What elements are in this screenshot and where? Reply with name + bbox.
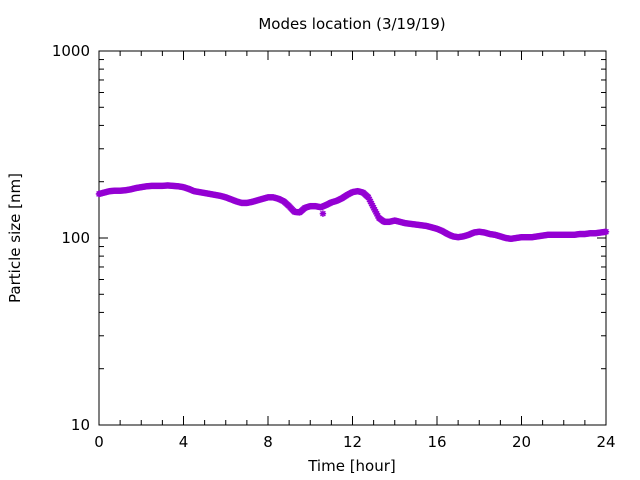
x-tick-label: 0 bbox=[94, 433, 104, 451]
x-tick-label: 16 bbox=[427, 433, 446, 451]
data-point bbox=[602, 228, 610, 235]
x-tick-label: 12 bbox=[343, 433, 362, 451]
x-axis-label: Time [hour] bbox=[307, 457, 396, 475]
y-tick-label: 1000 bbox=[52, 42, 90, 60]
x-tick-label: 8 bbox=[263, 433, 273, 451]
data-points bbox=[95, 182, 610, 243]
data-point bbox=[319, 210, 327, 217]
tick-labels: 0 4 8 12 16 20 24 10 100 1000 bbox=[52, 42, 616, 451]
x-tick-label: 24 bbox=[596, 433, 615, 451]
x-tick-label: 20 bbox=[512, 433, 531, 451]
chart-title: Modes location (3/19/19) bbox=[258, 15, 445, 33]
axis-ticks bbox=[98, 50, 607, 426]
x-tick-label: 4 bbox=[179, 433, 189, 451]
y-tick-label: 100 bbox=[61, 229, 90, 247]
y-axis-label: Particle size [nm] bbox=[6, 173, 24, 303]
y-tick-label: 10 bbox=[71, 416, 90, 434]
